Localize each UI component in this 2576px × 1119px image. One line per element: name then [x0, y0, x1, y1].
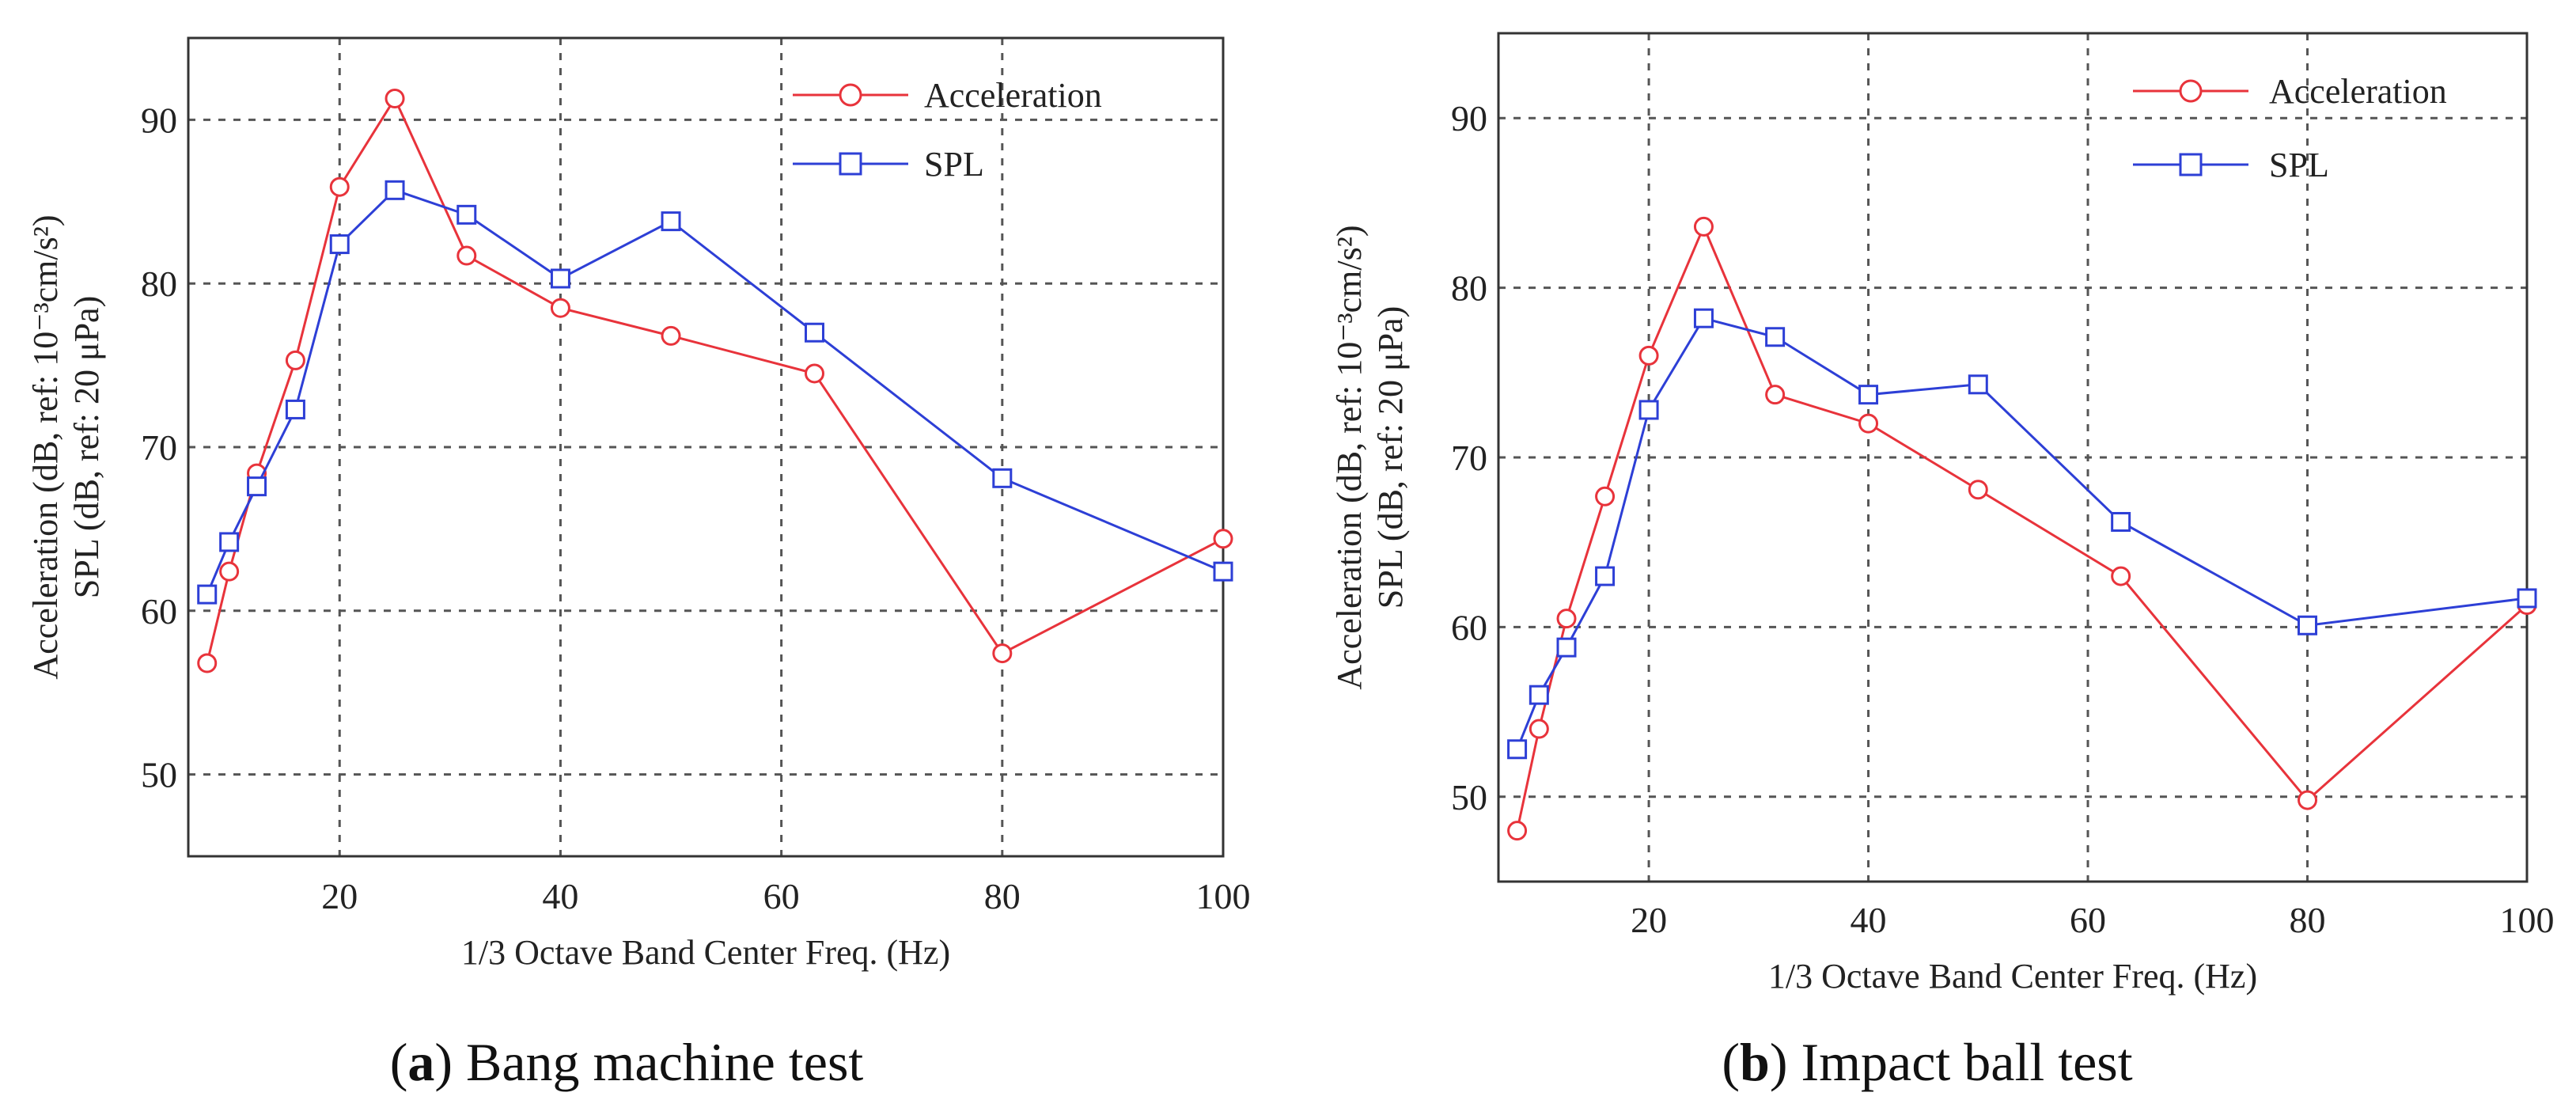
point-acceleration-b-9: [2111, 566, 2131, 586]
caption-panel-b: (b) Impact ball test: [1722, 1032, 2132, 1092]
point-acceleration-b-0: [1507, 821, 1528, 841]
x-tick-label-b-4: 100: [2500, 900, 2555, 940]
caption-b-close: ): [1770, 1032, 1788, 1092]
legend-label-acceleration-b: Acceleration: [2269, 72, 2447, 111]
y-tick-label-b-2: 70: [1451, 438, 1487, 478]
point-acceleration-b-5: [1693, 216, 1714, 237]
caption-a-text: Bang machine test: [453, 1032, 863, 1092]
point-acceleration-a-5: [385, 89, 405, 109]
x-axis-label-b: 1/3 Octave Band Center Freq. (Hz): [1768, 957, 2257, 996]
series-line-acceleration-b: [1516, 223, 2528, 831]
point-acceleration-a-1: [219, 561, 240, 582]
point-acceleration-a-9: [805, 363, 825, 384]
y-tick-label-a-0: 50: [141, 755, 177, 795]
point-acceleration-b-4: [1638, 345, 1659, 366]
point-spl-a-1: [219, 532, 240, 552]
point-acceleration-a-0: [197, 653, 218, 673]
x-tick-label-a-3: 80: [984, 876, 1021, 916]
series-line-spl-a: [206, 188, 1224, 595]
x-tick-label-b-3: 80: [2290, 900, 2326, 940]
plot-frame-a: [187, 36, 1225, 858]
series-line-spl-b: [1516, 317, 2528, 750]
legend-label-acceleration-a: Acceleration: [924, 76, 1102, 115]
x-tick-label-a-2: 60: [763, 876, 800, 916]
point-spl-a-8: [661, 211, 681, 232]
point-spl-b-9: [2111, 511, 2131, 532]
point-spl-a-9: [805, 322, 825, 343]
point-spl-a-5: [385, 180, 405, 200]
point-acceleration-a-11: [1213, 529, 1233, 549]
chart-panel-b: 20 40 60 80 100 50 60 70 80 90 1/3 Octave Band Cen…: [1330, 32, 2555, 996]
y-tick-label-a-2: 70: [141, 427, 177, 468]
chart-panel-a: 20 40 60 80 100 50 60 70 80 90 1/3 Octave Band Cen…: [26, 36, 1251, 972]
caption-b-letter: b: [1740, 1032, 1770, 1092]
legend-label-spl-a: SPL: [924, 145, 984, 184]
point-acceleration-b-10: [2298, 790, 2318, 810]
caption-a-close: ): [434, 1032, 453, 1092]
point-acceleration-b-3: [1595, 486, 1616, 506]
x-axis-label-a: 1/3 Octave Band Center Freq. (Hz): [461, 933, 950, 972]
point-acceleration-a-10: [992, 643, 1013, 664]
caption-panel-a: (a) Bang machine test: [390, 1032, 864, 1092]
point-acceleration-a-3: [285, 350, 305, 370]
point-spl-b-8: [1968, 374, 1988, 395]
point-acceleration-a-6: [456, 245, 477, 266]
x-tick-label-b-2: 60: [2070, 900, 2106, 940]
y-tick-label-b-1: 60: [1451, 607, 1487, 647]
point-spl-b-1: [1529, 685, 1549, 705]
point-spl-a-6: [456, 204, 477, 225]
y-tick-label-a-1: 60: [141, 591, 177, 632]
point-acceleration-b-2: [1556, 609, 1577, 629]
y-axis-label-line1-a: Acceleration (dB, ref: 10⁻³cm/s²): [26, 214, 65, 679]
point-spl-b-3: [1595, 566, 1616, 586]
point-spl-a-10: [992, 468, 1013, 488]
x-tick-label-b-0: 20: [1631, 900, 1667, 940]
point-spl-a-3: [285, 399, 305, 419]
point-acceleration-b-7: [1858, 413, 1879, 434]
legend-marker-acceleration-b: [2179, 79, 2203, 103]
point-spl-b-7: [1858, 385, 1879, 405]
point-spl-b-10: [2298, 615, 2318, 635]
y-tick-label-b-0: 50: [1451, 777, 1487, 817]
x-tick-label-a-1: 40: [542, 876, 578, 916]
point-spl-b-0: [1507, 739, 1528, 760]
point-acceleration-b-8: [1968, 480, 1988, 500]
x-tick-label-a-4: 100: [1196, 876, 1251, 916]
point-spl-b-11: [2517, 588, 2537, 609]
legend-marker-spl-a: [839, 152, 862, 176]
caption-b-open: (: [1722, 1032, 1740, 1092]
y-tick-label-a-3: 80: [141, 264, 177, 304]
point-acceleration-a-7: [550, 298, 570, 318]
legend-marker-acceleration-a: [839, 83, 862, 107]
point-spl-b-6: [1765, 327, 1786, 347]
legend-label-spl-b: SPL: [2269, 146, 2329, 184]
point-spl-b-4: [1638, 400, 1659, 420]
point-spl-a-0: [197, 584, 218, 605]
series-line-acceleration-a: [206, 96, 1224, 664]
y-tick-label-a-4: 90: [141, 100, 177, 140]
point-spl-a-2: [247, 476, 267, 497]
y-tick-label-b-3: 80: [1451, 268, 1487, 309]
y-axis-label-line1-b: Acceleration (dB, ref: 10⁻³cm/s²): [1330, 225, 1369, 689]
caption-a-letter: a: [407, 1032, 434, 1092]
y-axis-label-line2-a: SPL (dB, ref: 20 μPa): [67, 296, 106, 599]
legend-marker-spl-b: [2179, 153, 2203, 176]
x-tick-label-a-0: 20: [321, 876, 358, 916]
point-spl-a-7: [550, 268, 570, 289]
point-acceleration-a-4: [329, 176, 350, 197]
point-spl-b-5: [1693, 308, 1714, 328]
y-tick-label-b-4: 90: [1451, 98, 1487, 138]
point-spl-a-11: [1213, 561, 1233, 582]
y-axis-label-line2-b: SPL (dB, ref: 20 μPa): [1371, 306, 1410, 609]
caption-a-open: (: [390, 1032, 408, 1092]
point-acceleration-b-6: [1765, 385, 1786, 405]
point-acceleration-a-8: [661, 325, 681, 346]
point-acceleration-b-1: [1529, 719, 1549, 739]
caption-b-text: Impact ball test: [1787, 1032, 2132, 1092]
point-spl-a-4: [329, 234, 350, 255]
plot-frame-b: [1497, 32, 2529, 883]
x-tick-label-b-1: 40: [1851, 900, 1887, 940]
point-spl-b-2: [1556, 637, 1577, 658]
